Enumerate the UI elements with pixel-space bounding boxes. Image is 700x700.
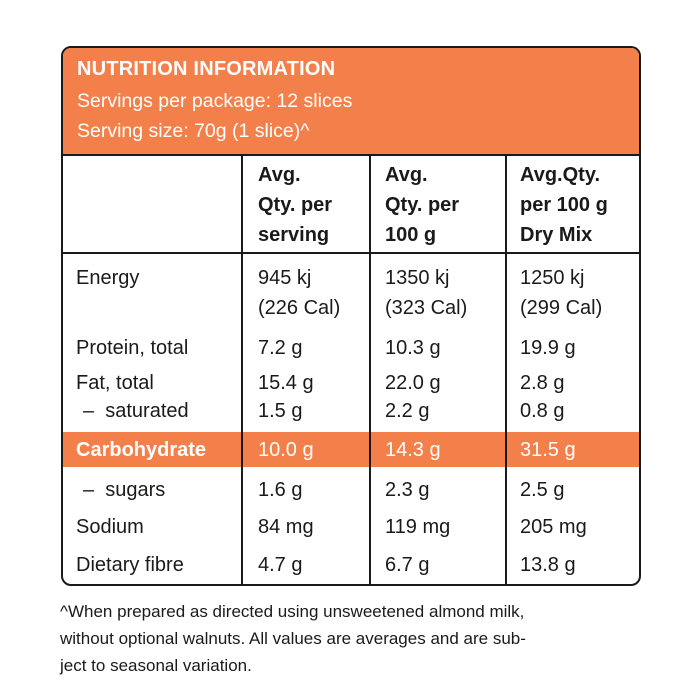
header-line: serving	[258, 224, 330, 246]
servings-per-package: Servings per package: 12 slices	[77, 90, 353, 112]
cell: 7.2 g	[258, 337, 303, 359]
cell: 945 kj (226 Cal)	[258, 263, 340, 323]
cell-line: (226 Cal)	[258, 297, 341, 319]
row-label: – saturated	[83, 400, 189, 422]
cell: 1.6 g	[258, 479, 303, 501]
header-line: Qty. per	[385, 194, 460, 216]
header-row-divider	[63, 252, 639, 254]
column-divider	[369, 156, 371, 584]
header-line: 100 g	[385, 224, 437, 246]
cell: 1.5 g	[258, 400, 303, 422]
cell: 2.3 g	[385, 479, 430, 501]
cell: 2.5 g	[520, 479, 565, 501]
cell: 2.2 g	[385, 400, 430, 422]
nutrition-panel: NUTRITION INFORMATION Servings per packa…	[61, 46, 641, 586]
panel-title: NUTRITION INFORMATION	[77, 58, 336, 80]
cell-line: 1250 kj	[520, 267, 585, 289]
cell: 4.7 g	[258, 554, 303, 576]
cell-line: (299 Cal)	[520, 297, 603, 319]
cell-line: (323 Cal)	[385, 297, 468, 319]
cell: 119 mg	[385, 516, 451, 538]
cell: 13.8 g	[520, 554, 576, 576]
cell: 10.3 g	[385, 337, 441, 359]
carbohydrate-highlight-band	[63, 432, 639, 467]
row-label: Protein, total	[76, 337, 189, 359]
row-label: Sodium	[76, 516, 144, 538]
row-label: Energy	[76, 267, 140, 289]
cell-line: 1350 kj	[385, 267, 450, 289]
serving-size: Serving size: 70g (1 slice)^	[77, 120, 310, 142]
row-label: Dietary fibre	[76, 554, 184, 576]
header-line: Avg.	[385, 164, 428, 186]
cell: 1250 kj (299 Cal)	[520, 263, 602, 323]
cell: 84 mg	[258, 516, 314, 538]
header-line: Avg.	[258, 164, 301, 186]
cell: 1350 kj (323 Cal)	[385, 263, 467, 323]
cell: 14.3 g	[385, 439, 441, 461]
nutrition-header: NUTRITION INFORMATION Servings per packa…	[63, 48, 639, 156]
cell: 6.7 g	[385, 554, 430, 576]
column-header-per-serving: Avg. Qty. per serving	[258, 160, 332, 250]
header-line: Qty. per	[258, 194, 333, 216]
footnote-line: ^When prepared as directed using unsweet…	[60, 602, 525, 621]
header-line: per 100 g	[520, 194, 608, 216]
cell: 22.0 g	[385, 372, 441, 394]
column-divider	[505, 156, 507, 584]
header-line: Dry Mix	[520, 224, 593, 246]
row-label: – sugars	[83, 479, 166, 501]
column-header-per-100g: Avg. Qty. per 100 g	[385, 160, 459, 250]
column-header-dry-mix: Avg.Qty. per 100 g Dry Mix	[520, 160, 608, 250]
footnote-line: ject to seasonal variation.	[60, 656, 252, 675]
column-divider	[241, 156, 243, 584]
footnote-line: without optional walnuts. All values are…	[60, 629, 526, 648]
row-label: Fat, total	[76, 372, 154, 394]
cell: 10.0 g	[258, 439, 314, 461]
cell: 31.5 g	[520, 439, 576, 461]
footnote: ^When prepared as directed using unsweet…	[60, 598, 660, 679]
row-label: Carbohydrate	[76, 439, 207, 461]
cell: 19.9 g	[520, 337, 576, 359]
cell: 205 mg	[520, 516, 587, 538]
cell: 2.8 g	[520, 372, 565, 394]
cell: 15.4 g	[258, 372, 314, 394]
cell: 0.8 g	[520, 400, 565, 422]
header-line: Avg.Qty.	[520, 164, 601, 186]
cell-line: 945 kj	[258, 267, 312, 289]
